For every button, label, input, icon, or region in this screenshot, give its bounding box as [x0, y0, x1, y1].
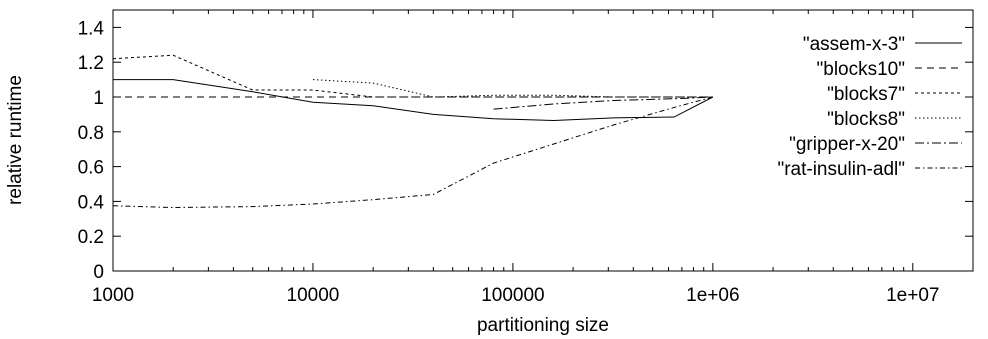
x-tick-label: 1e+06 — [686, 285, 739, 306]
legend-label-0: "assem-x-3" — [803, 34, 905, 55]
legend-label-4: "gripper-x-20" — [789, 134, 905, 155]
series-line-3 — [312, 79, 713, 98]
x-tick-label: 10000 — [287, 285, 340, 306]
series-line-2 — [112, 54, 713, 98]
y-tick-label: 0.4 — [78, 192, 105, 213]
y-tick-label: 1 — [93, 88, 104, 109]
legend: "assem-x-3" "blocks10" "blocks7" "blocks8" "… — [777, 34, 962, 180]
y-axis-label: relative runtime — [5, 75, 26, 205]
series-lines — [112, 54, 714, 208]
series-line-5 — [112, 96, 713, 208]
y-tick-label: 1.2 — [78, 53, 104, 74]
series-line-4 — [493, 96, 713, 110]
plot-frame — [112, 9, 974, 272]
x-tick-label: 1000 — [92, 285, 134, 306]
tick-labels: 0 0.2 0.4 0.6 0.8 1 1.2 1.4 1000 10000 100000 1e+06… — [78, 18, 940, 306]
y-tick-label: 0.2 — [78, 227, 104, 248]
legend-label-1: "blocks10" — [817, 59, 905, 80]
legend-label-2: "blocks7" — [827, 84, 905, 105]
x-tick-label: 1e+07 — [886, 285, 939, 306]
x-tick-label: 100000 — [481, 285, 544, 306]
legend-label-5: "rat-insulin-adl" — [777, 159, 905, 180]
series-line-0 — [113, 79, 714, 121]
x-axis-label: partitioning size — [477, 315, 609, 336]
y-tick-label: 0.6 — [78, 158, 104, 179]
legend-label-3: "blocks8" — [827, 109, 905, 130]
y-tick-label: 0 — [93, 262, 104, 283]
y-tick-label: 0.8 — [78, 123, 104, 144]
axis-ticks — [112, 10, 974, 272]
y-tick-label: 1.4 — [78, 18, 105, 39]
